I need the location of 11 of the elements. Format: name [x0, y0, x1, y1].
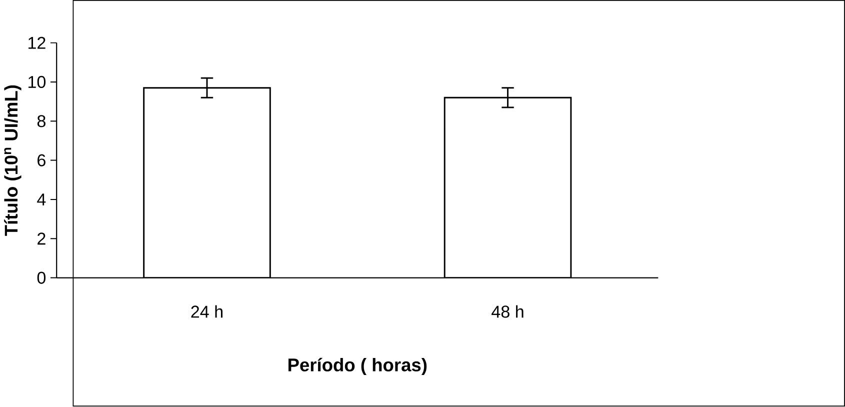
x-axis-title: Período ( horas) [288, 358, 427, 376]
y-tick-label: 4 [37, 194, 46, 206]
y-tick-label: 6 [38, 154, 46, 167]
y-axis-title: Título (10$^{n}$ UI/mL) [4, 86, 22, 236]
x-tick-label: 24 h [191, 305, 222, 318]
x-tick-label: 48 h [492, 305, 524, 318]
y-tick-label: 2 [38, 232, 46, 245]
y-tick-label: 12 [28, 37, 46, 49]
y-tick-label: 8 [37, 115, 46, 128]
y-tick-label: 0 [37, 272, 46, 284]
y-tick-label: 10 [28, 76, 46, 88]
